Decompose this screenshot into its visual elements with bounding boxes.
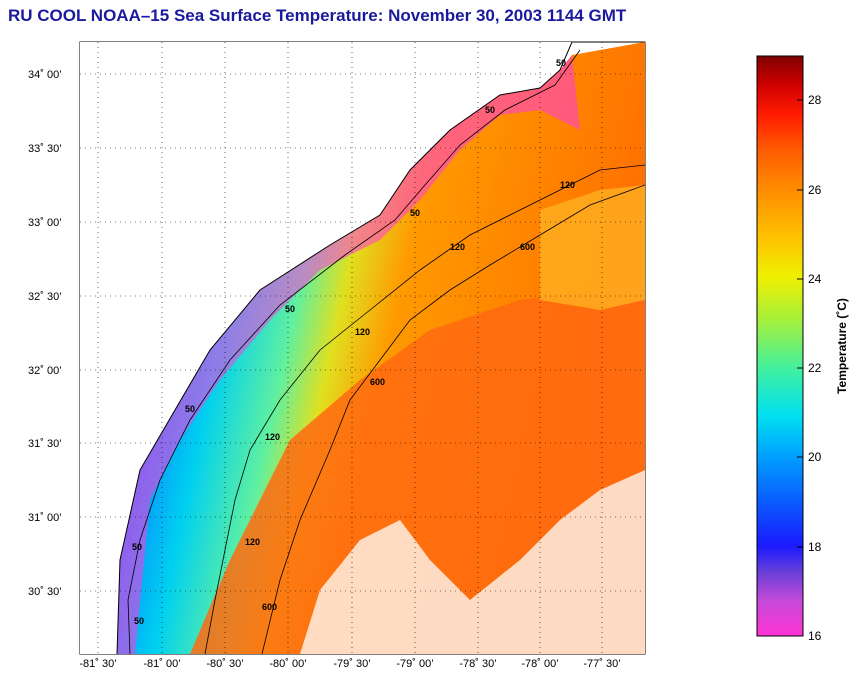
lon-label: -78˚ 00’ [521, 658, 558, 670]
latitude-labels: 34˚ 00’ 33˚ 30’ 33˚ 00’ 32˚ 30’ 32˚ 00’ … [28, 69, 62, 598]
coastline-line [116, 42, 573, 654]
lon-label: -80˚ 30’ [206, 658, 243, 670]
lat-label: 32˚ 00’ [28, 365, 62, 377]
lat-label: 31˚ 00’ [28, 512, 62, 524]
colorbar-tick-label: 24 [808, 272, 822, 286]
lon-label: -79˚ 30’ [333, 658, 370, 670]
offshore-warm-band [540, 185, 645, 310]
lon-label: -81˚ 30’ [79, 658, 116, 670]
temperature-colorbar: 28 26 24 22 20 18 16 Temperature (˚C) [756, 55, 849, 643]
lat-label: 30˚ 30’ [28, 586, 62, 598]
lon-label: -78˚ 30’ [459, 658, 496, 670]
lat-label: 31˚ 30’ [28, 438, 62, 450]
lon-label: -80˚ 00’ [269, 658, 306, 670]
isobath-120m [204, 164, 645, 654]
lat-label: 34˚ 00’ [28, 69, 62, 81]
colorbar-tick-label: 26 [808, 183, 822, 197]
isobath-label-120: 120 [245, 537, 260, 547]
isobath-label-600: 600 [370, 377, 385, 387]
isobath-label-50: 50 [132, 542, 142, 552]
isobath-label-120: 120 [560, 180, 575, 190]
colorbar-tick-label: 22 [808, 361, 822, 375]
lon-label: -77˚ 30’ [583, 658, 620, 670]
colorbar-tick-label: 16 [808, 629, 822, 643]
lon-label: -79˚ 00’ [396, 658, 433, 670]
lat-label: 33˚ 00’ [28, 217, 62, 229]
isobath-label-50: 50 [410, 208, 420, 218]
map-title: RU COOL NOAA–15 Sea Surface Temperature:… [8, 6, 627, 25]
isobath-600m [261, 184, 645, 654]
coastline-land [80, 42, 572, 654]
colorbar-tick-label: 18 [808, 540, 822, 554]
lon-label: -81˚ 00’ [143, 658, 180, 670]
lat-label: 32˚ 30’ [28, 291, 62, 303]
map-panel: 50 50 50 50 50 50 50 120 120 120 120 120… [28, 41, 646, 670]
isobath-label-120: 120 [355, 327, 370, 337]
map-grid [80, 42, 645, 654]
isobath-labels: 50 50 50 50 50 50 50 120 120 120 120 120… [132, 58, 575, 626]
colorbar-ticks [797, 99, 803, 548]
cloud-mask [300, 470, 645, 654]
isobath-label-50: 50 [556, 58, 566, 68]
isobath-50m [127, 49, 581, 654]
colorbar-gradient [756, 55, 804, 637]
longitude-labels: -81˚ 30’ -81˚ 00’ -80˚ 30’ -80˚ 00’ -79˚… [79, 658, 620, 670]
colorbar-tick-label: 20 [808, 450, 822, 464]
nearshore-cold-edge [117, 55, 580, 654]
isobath-label-50: 50 [485, 105, 495, 115]
isobath-label-50: 50 [134, 616, 144, 626]
isobath-label-600: 600 [520, 242, 535, 252]
isobath-label-50: 50 [185, 404, 195, 414]
colorbar-tick-label: 28 [808, 93, 822, 107]
isobath-label-120: 120 [265, 432, 280, 442]
isobath-label-50: 50 [285, 304, 295, 314]
lat-label: 33˚ 30’ [28, 143, 62, 155]
colorbar-title: Temperature (˚C) [835, 298, 849, 394]
isobath-label-120: 120 [450, 242, 465, 252]
isobath-label-600: 600 [262, 602, 277, 612]
